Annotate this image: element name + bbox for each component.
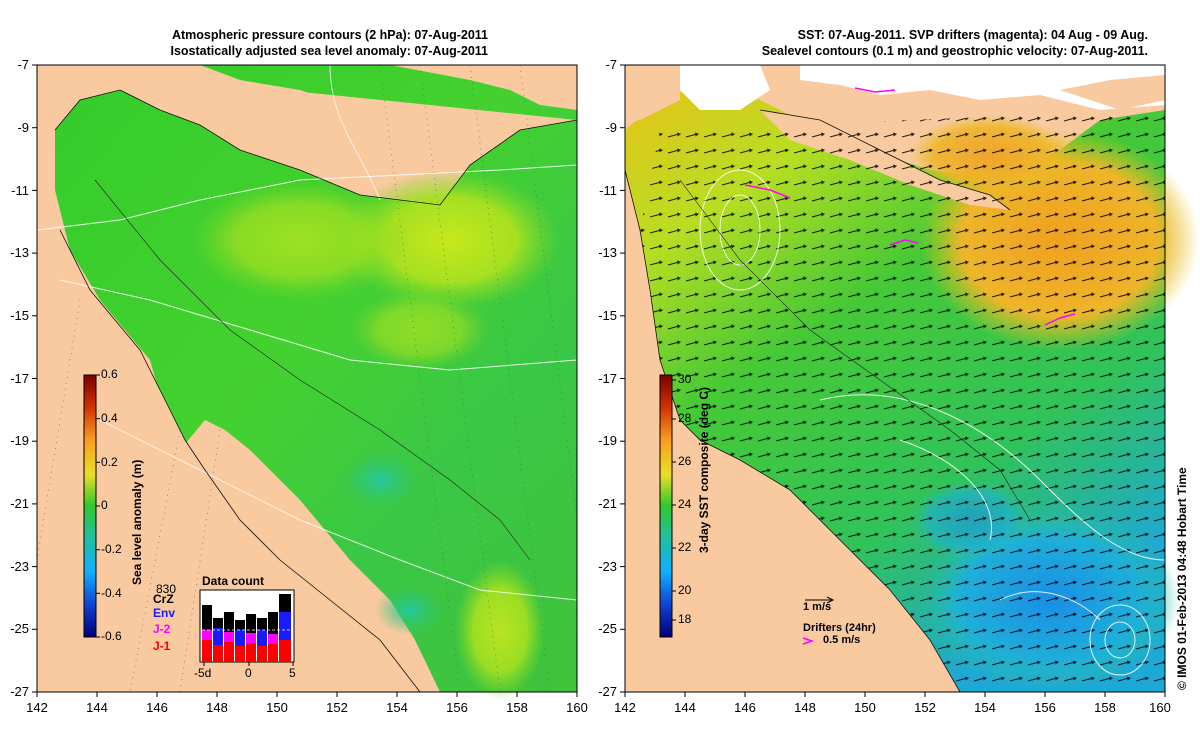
mission-label-crz: CrZ xyxy=(153,592,174,606)
x-tick: 142 xyxy=(614,700,636,715)
y-tick: -23 xyxy=(10,559,29,574)
drifters-label: Drifters (24hr) xyxy=(803,622,876,634)
y-tick: -11 xyxy=(11,183,29,198)
x-tick: 156 xyxy=(446,700,468,715)
colorbar-tick: 22 xyxy=(678,540,692,554)
x-tick: 150 xyxy=(266,700,288,715)
mission-label-env: Env xyxy=(153,606,176,620)
inset-bars xyxy=(202,594,291,662)
drifter-scale-label: 0.5 m/s xyxy=(823,634,861,646)
right-map xyxy=(624,64,1200,693)
left-colorbar-label: Sea level anomaly (m) xyxy=(130,459,144,585)
velocity-scale-arrow xyxy=(805,596,835,604)
right-colorbar-label: 3-day SST composite (deg C) xyxy=(697,386,711,553)
right-title-line1: SST: 07-Aug-2011. SVP drifters (magenta)… xyxy=(797,28,1148,42)
y-tick: -25 xyxy=(10,621,29,636)
x-tick: 148 xyxy=(206,700,228,715)
inset-x-tick: -5d xyxy=(194,666,212,680)
colorbar-tick: 18 xyxy=(678,612,692,626)
colorbar-tick: 30 xyxy=(678,372,692,386)
x-tick: 144 xyxy=(674,700,696,715)
mission-label-j2: J-2 xyxy=(153,622,171,636)
x-tick: 158 xyxy=(506,700,528,715)
x-tick: 146 xyxy=(734,700,756,715)
x-tick: 158 xyxy=(1094,700,1116,715)
y-tick: -9 xyxy=(17,120,29,135)
right-colorbar xyxy=(659,374,676,638)
colorbar-tick: 0 xyxy=(101,498,108,512)
y-tick: -11 xyxy=(599,183,617,198)
colorbar-tick: 24 xyxy=(678,497,692,511)
x-tick: 156 xyxy=(1034,700,1056,715)
colorbar-tick: -0.4 xyxy=(101,586,122,600)
y-tick: -7 xyxy=(605,57,617,72)
y-tick: -13 xyxy=(598,245,617,260)
colorbar-tick: 28 xyxy=(678,411,692,425)
y-tick: -15 xyxy=(598,308,617,323)
y-tick: -9 xyxy=(605,120,617,135)
colorbar-tick: 0.2 xyxy=(101,455,118,469)
x-tick: 152 xyxy=(326,700,348,715)
y-tick: -17 xyxy=(10,371,29,386)
x-tick: 150 xyxy=(854,700,876,715)
left-map xyxy=(36,64,578,700)
colorbar-tick: 20 xyxy=(678,583,692,597)
inset-x-tick: 5 xyxy=(289,666,296,680)
x-tick: 146 xyxy=(146,700,168,715)
y-tick: -19 xyxy=(10,433,29,448)
x-tick: 142 xyxy=(26,700,48,715)
colorbar-tick: 0.6 xyxy=(101,367,118,381)
inset-title: Data count xyxy=(202,574,265,588)
inset-x-tick: 0 xyxy=(245,666,252,680)
y-tick: -7 xyxy=(17,57,29,72)
x-tick: 154 xyxy=(386,700,408,715)
colorbar-tick: 26 xyxy=(678,454,692,468)
colorbar-tick: -0.2 xyxy=(101,542,122,556)
y-tick: -17 xyxy=(598,371,617,386)
drifter-scale-arrow xyxy=(802,637,815,645)
y-tick: -19 xyxy=(598,433,617,448)
inset-count: 830 xyxy=(156,582,177,596)
y-tick: -23 xyxy=(598,559,617,574)
y-tick: -25 xyxy=(598,621,617,636)
x-tick: 160 xyxy=(566,700,588,715)
right-title-line2: Sealevel contours (0.1 m) and geostrophi… xyxy=(761,44,1148,58)
y-tick: -21 xyxy=(10,496,29,511)
credit-text: © IMOS 01-Feb-2013 04:48 Hobart Time xyxy=(1175,467,1189,690)
y-tick: -27 xyxy=(598,684,617,699)
data-count-inset xyxy=(199,589,295,666)
y-tick: -13 xyxy=(10,245,29,260)
mission-label-j1: J-1 xyxy=(153,639,171,653)
x-tick: 160 xyxy=(1149,700,1171,715)
left-colorbar xyxy=(83,374,100,638)
colorbar-tick: -0.6 xyxy=(101,629,122,643)
left-title-line1: Atmospheric pressure contours (2 hPa): 0… xyxy=(171,28,488,42)
y-tick: -15 xyxy=(10,308,29,323)
y-tick: -27 xyxy=(10,684,29,699)
left-title-line2: Isostatically adjusted sea level anomaly… xyxy=(170,44,488,58)
colorbar-tick: 0.4 xyxy=(101,411,118,425)
velocity-scale-label: 1 m/s xyxy=(803,601,832,613)
y-tick: -21 xyxy=(598,496,617,511)
x-tick: 154 xyxy=(974,700,996,715)
x-tick: 152 xyxy=(914,700,936,715)
x-tick: 144 xyxy=(86,700,108,715)
x-tick: 148 xyxy=(794,700,816,715)
tick-marks xyxy=(32,64,1166,697)
